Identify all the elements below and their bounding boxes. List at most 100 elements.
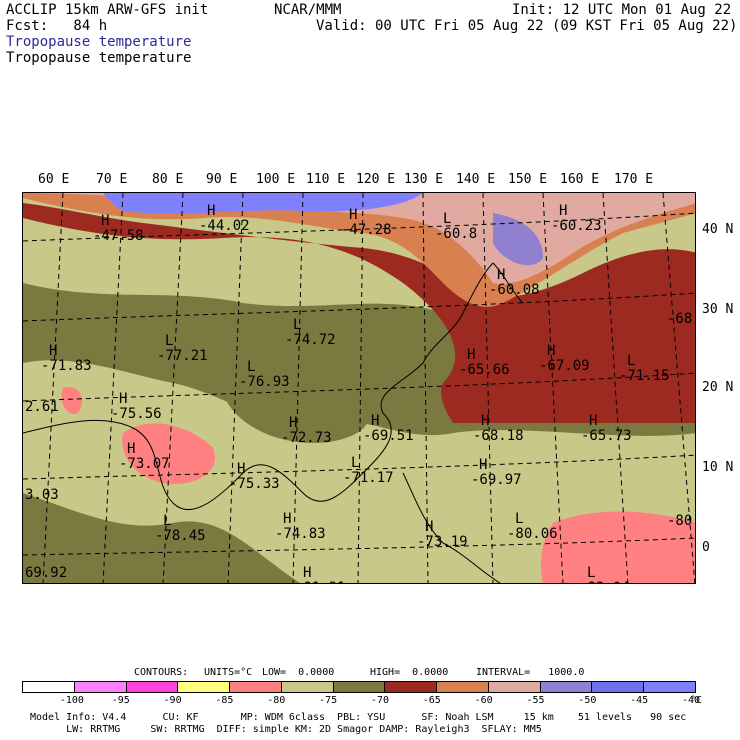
extremum-value: -60.8 [435,226,477,242]
extremum-type: H [289,415,297,431]
longitude-label: 150 E [508,172,548,187]
extremum-value: -72.73 [281,430,332,446]
colorbar-swatch [74,682,127,692]
extremum-value: -69.51 [363,428,414,444]
model-info-line1: Model Info: V4.4 CU: KF MP: WDM 6class P… [30,712,687,723]
colorbar-tick: -55 [526,695,545,706]
extremum-value: -78.45 [155,528,206,544]
longitude-label: 130 E [404,172,444,187]
colorbar-swatch [488,682,541,692]
colorbar-unit: °C [690,695,703,706]
model-title: ACCLIP 15km ARW-GFS init [6,2,209,18]
extremum-value: 2.61 [25,399,59,415]
colorbar-swatch [126,682,179,692]
extremum-value: -71.15 [619,368,670,384]
colorbar-swatch [540,682,593,692]
colorbar-swatch [333,682,386,692]
colorbar-tick: -80 [267,695,286,706]
latitude-label: 10 N [702,460,734,475]
extremum-value: -74.83 [275,526,326,542]
extremum-type: H [127,441,135,457]
longitude-label: 120 E [356,172,396,187]
extremum-value: -68.18 [473,428,524,444]
organization-label: NCAR/MMM [274,2,342,18]
colorbar-swatch [281,682,334,692]
units-label: UNITS=°C [204,667,253,678]
extremum-type: L [247,359,255,375]
colorbar-swatch [437,682,489,692]
extremum-type: L [515,511,523,527]
colorbar [22,681,696,693]
latitude-label: 0 [702,540,710,555]
extremum-type: H [559,203,567,219]
extremum-value: -69.97 [471,472,522,488]
extremum-value: -44.02 [199,218,250,234]
longitude-label: 60 E [38,172,70,187]
extremum-value: -75.56 [111,406,162,422]
colorbar-swatch [23,682,75,692]
latitude-label: 20 N [702,380,734,395]
extremum-value: -47.28 [341,222,392,238]
extremum-type: H [425,519,433,535]
extremum-value: -74.72 [285,332,336,348]
map-canvas: H-47.58H-44.02H-47.28L-60.8H-60.23H-60.0… [23,193,695,583]
colorbar-swatch [644,682,695,692]
longitude-label: 110 E [306,172,346,187]
colorbar-tick: -60 [474,695,493,706]
longitude-label: 170 E [614,172,654,187]
colorbar-tick: -40 [682,695,701,706]
extremum-type: L [293,317,301,333]
colorbar-tick: -85 [215,695,234,706]
extremum-type: H [303,565,311,581]
extremum-type: L [351,455,359,471]
extremum-value: -68 [667,311,692,327]
contours-label: CONTOURS: [134,667,189,678]
field-title-contour: Tropopause temperature [6,50,192,66]
extremum-value: 3.03 [25,487,59,503]
colorbar-swatch [178,682,231,692]
longitude-label: 70 E [96,172,128,187]
extremum-value: -60.23 [551,218,602,234]
extremum-value: -65.66 [459,362,510,378]
valid-time: Valid: 00 UTC Fri 05 Aug 22 (09 KST Fri … [316,18,738,34]
forecast-hour: Fcst: 84 h [6,18,108,34]
colorbar-swatch [385,682,438,692]
longitude-label: 80 E [152,172,184,187]
extremum-type: H [467,347,475,363]
colorbar-tick: -95 [111,695,130,706]
extremum-type: H [589,413,597,429]
extremum-type: H [479,457,487,473]
extremum-type: H [497,267,505,283]
low-label: LOW= 0.0000 [262,667,335,678]
extremum-value: -80.06 [507,526,558,542]
extremum-value: -71.83 [41,358,92,374]
colorbar-tick: -45 [630,695,649,706]
tropopause-temperature-map: H -47.58 H -44.02 H -47.28 L -60.8 H -60.23 H -60.0… [22,192,696,584]
colorbar-tick: -70 [370,695,389,706]
extremum-type: H [349,207,357,223]
high-label: HIGH= 0.0000 [370,667,449,678]
extremum-type: H [237,461,245,477]
extremum-type: H [119,391,127,407]
colorbar-tick: -75 [319,695,338,706]
extremum-value: -73.07 [119,456,170,472]
extremum-value: 69.92 [25,565,67,581]
model-info-line2: LW: RRTMG SW: RRTMG DIFF: simple KM: 2D … [30,724,542,735]
extremum-value: -71.17 [343,470,394,486]
colorbar-tick: -65 [422,695,441,706]
extremum-value: -65.73 [581,428,632,444]
colorbar-swatch [230,682,282,692]
extremum-type: H [49,343,57,359]
extremum-type: H [283,511,291,527]
extremum-value: -75.33 [229,476,280,492]
extremum-type: H [101,213,109,229]
extremum-value: -60.08 [489,282,540,298]
extremum-type: L [165,333,173,349]
longitude-label: 140 E [456,172,496,187]
init-time: Init: 12 UTC Mon 01 Aug 22 [512,2,732,18]
extremum-type: H [207,203,215,219]
longitude-label: 160 E [560,172,600,187]
latitude-label: 30 N [702,302,734,317]
field-title-shaded: Tropopause temperature [6,34,192,50]
extrema-labels: H-47.58H-44.02H-47.28L-60.8H-60.23H-60.0… [25,203,692,583]
